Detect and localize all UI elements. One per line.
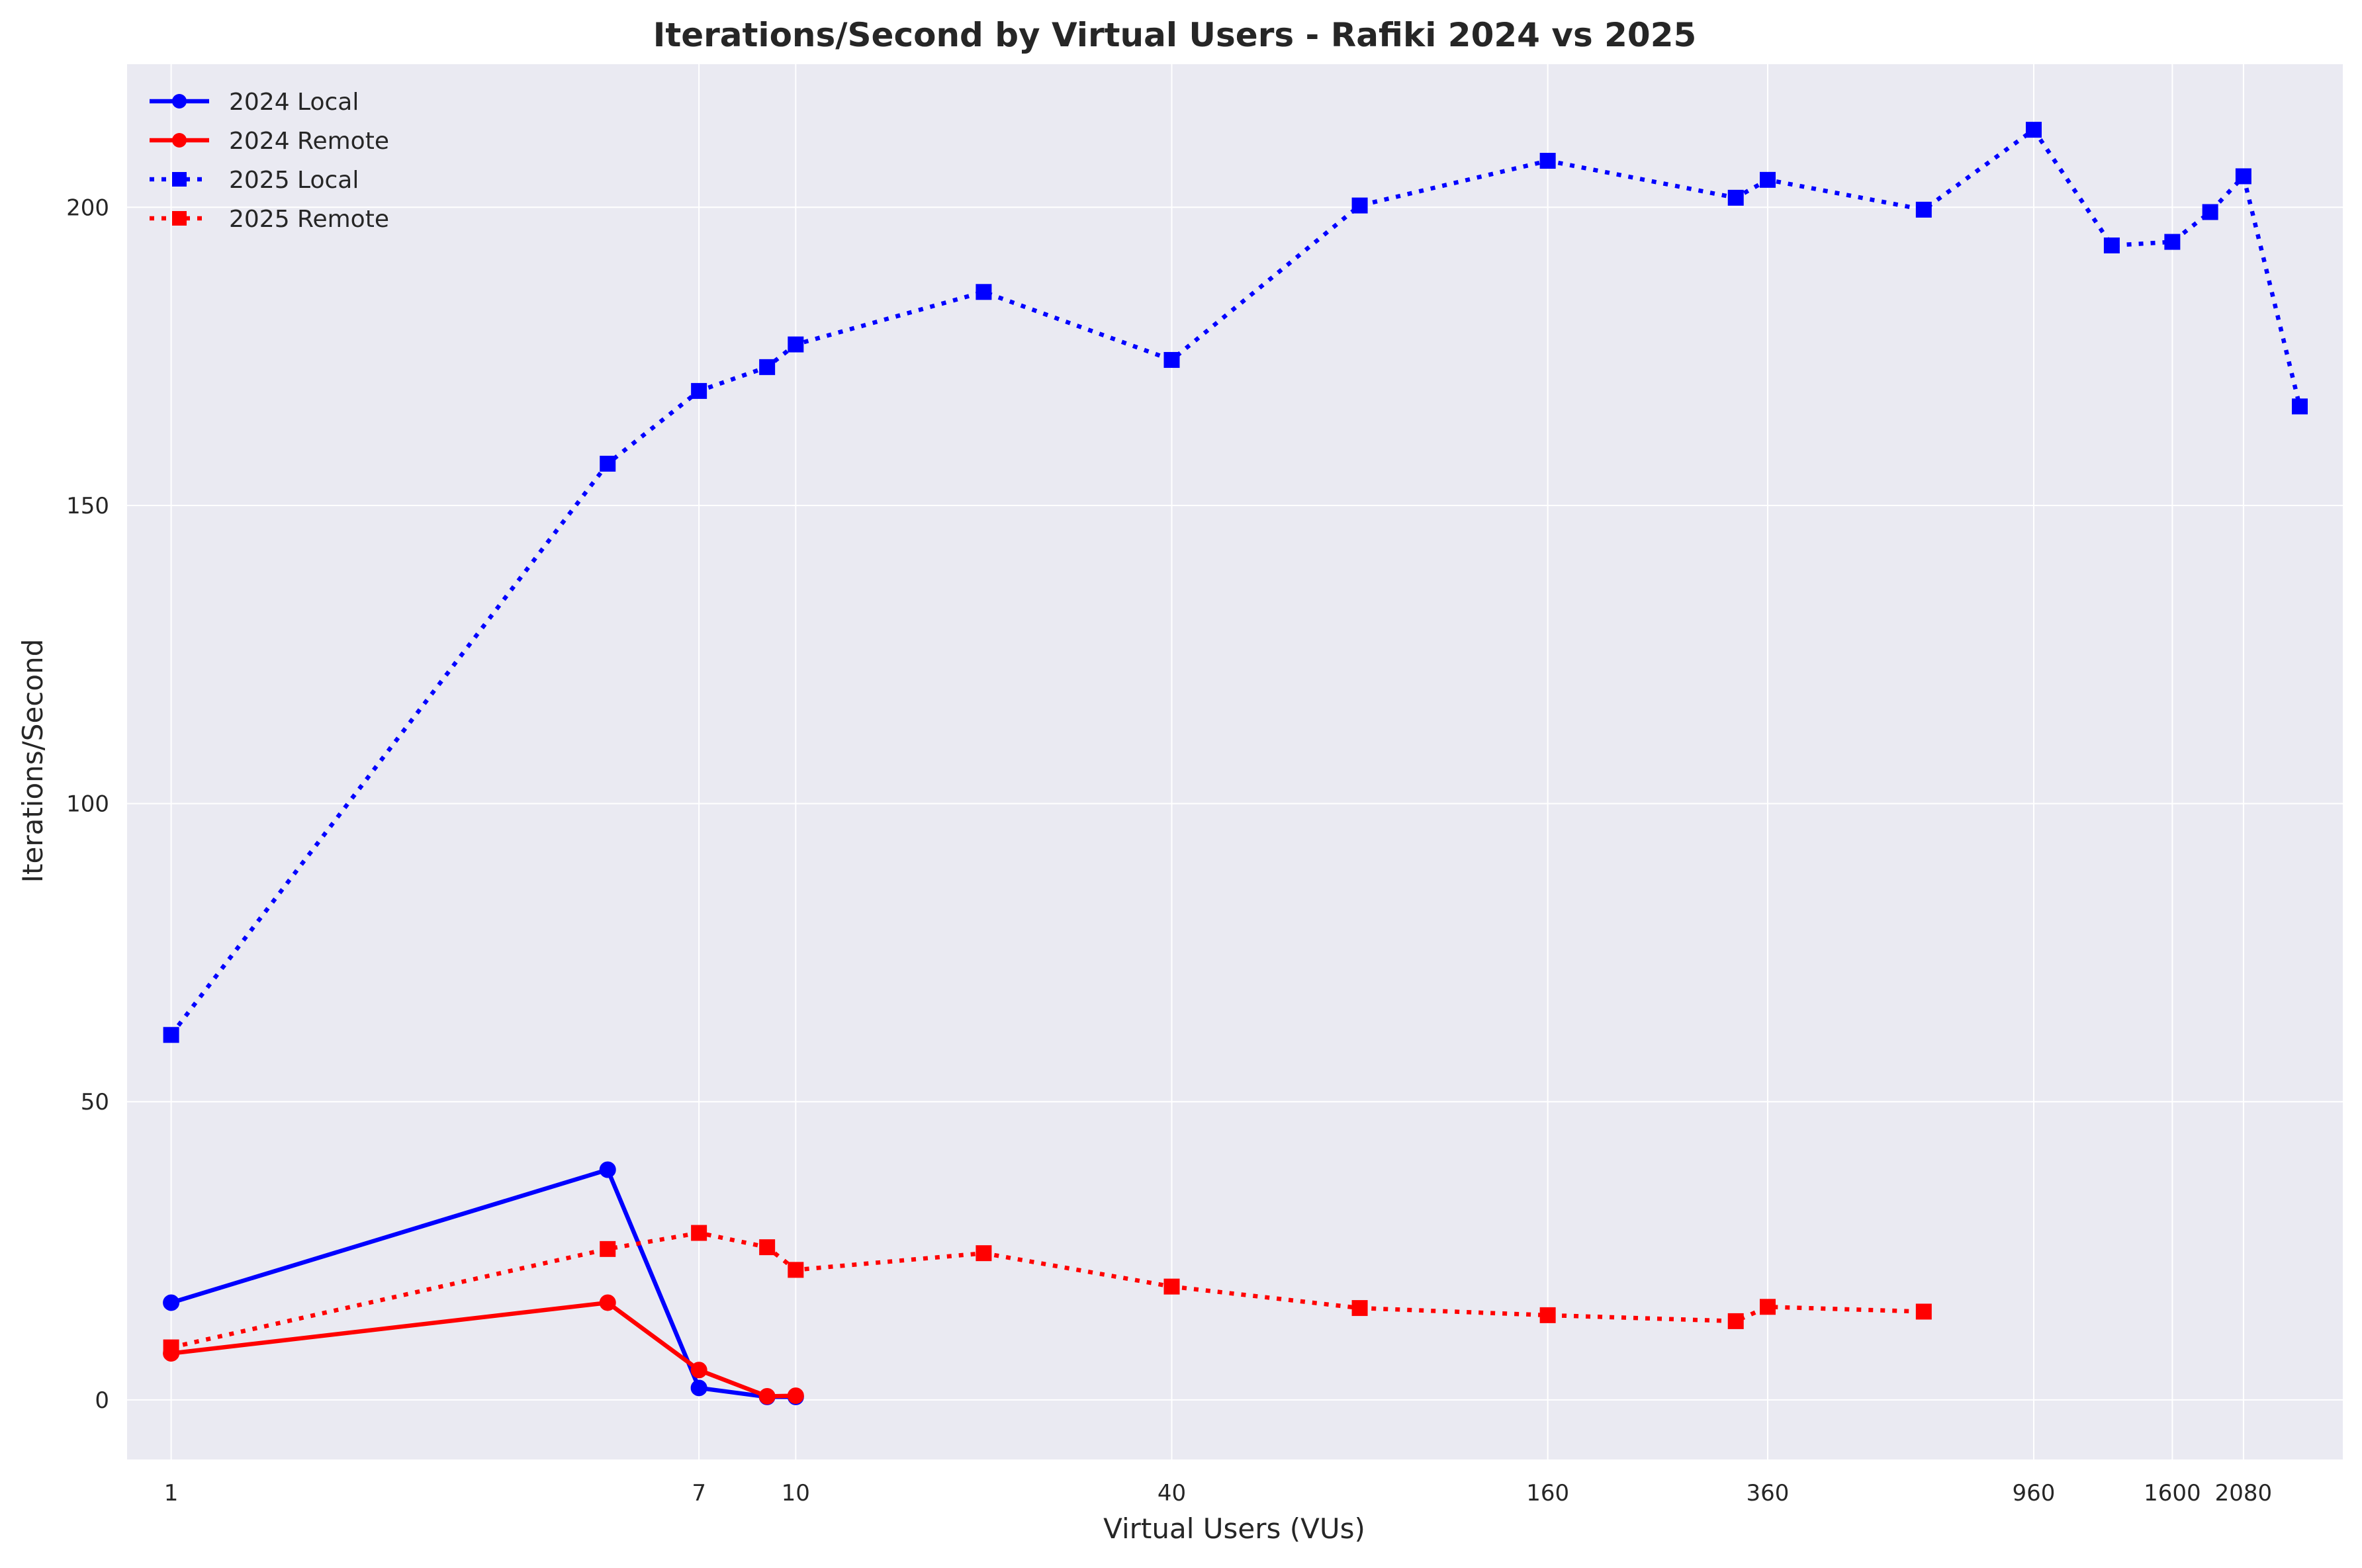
data-point xyxy=(163,1294,180,1311)
data-point xyxy=(976,1245,992,1262)
x-tick-label: 160 xyxy=(1526,1480,1569,1506)
x-tick-label: 960 xyxy=(2013,1480,2056,1506)
y-tick-label: 100 xyxy=(66,791,109,818)
data-point xyxy=(600,1241,616,1257)
legend-label: 2024 Remote xyxy=(229,128,389,155)
series-line-2025-local xyxy=(169,127,2302,1037)
legend-entry-2025-local: 2025 Local xyxy=(150,167,359,194)
data-point xyxy=(1163,1278,1180,1295)
x-tick-label: 7 xyxy=(692,1480,706,1506)
series-2025-local xyxy=(163,122,2308,1043)
x-tick-label: 1600 xyxy=(2144,1480,2201,1506)
data-point xyxy=(163,1339,179,1356)
data-point xyxy=(1915,201,1932,218)
data-point xyxy=(2202,204,2218,220)
data-point xyxy=(759,1239,776,1256)
x-axis-label: Virtual Users (VUs) xyxy=(1103,1512,1365,1545)
x-tick-label: 360 xyxy=(1747,1480,1790,1506)
data-point xyxy=(163,1027,179,1043)
legend-marker xyxy=(172,133,187,148)
data-point xyxy=(1727,189,1744,206)
data-point xyxy=(2103,237,2120,253)
data-point xyxy=(2164,234,2181,250)
x-tick-label: 1 xyxy=(164,1480,179,1506)
data-point xyxy=(1915,1303,1932,1320)
y-axis-label: Iterations/Second xyxy=(17,639,49,883)
data-point xyxy=(788,1262,804,1278)
y-tick-label: 200 xyxy=(66,195,109,221)
legend-marker xyxy=(172,172,187,187)
data-point xyxy=(1539,153,1556,169)
data-point xyxy=(1539,1307,1556,1323)
y-tick-label: 150 xyxy=(66,493,109,519)
legend-label: 2025 Local xyxy=(229,167,359,194)
data-point xyxy=(759,359,776,375)
data-point xyxy=(599,1161,616,1178)
series-2024-remote xyxy=(163,1294,804,1405)
data-point xyxy=(691,382,707,399)
series-2025-remote xyxy=(163,1225,1932,1356)
legend-label: 2025 Remote xyxy=(229,206,389,233)
plot-area xyxy=(127,64,2343,1459)
legend-entry-2025-remote: 2025 Remote xyxy=(150,206,389,233)
legend-label: 2024 Local xyxy=(229,89,359,116)
data-point xyxy=(788,336,804,353)
legend-marker xyxy=(172,94,187,109)
data-point xyxy=(1163,352,1180,369)
data-point xyxy=(1760,1299,1776,1315)
x-tick-label: 40 xyxy=(1158,1480,1186,1506)
y-tick-label: 0 xyxy=(95,1387,109,1414)
data-point xyxy=(758,1387,776,1405)
data-point xyxy=(2235,168,2251,185)
legend-entry-2024-remote: 2024 Remote xyxy=(150,128,389,155)
legend: 2024 Local 2024 Remote 2025 Local 2025 Remo… xyxy=(150,89,389,233)
chart-title: Iterations/Second by Virtual Users - Raf… xyxy=(653,16,1697,54)
data-point xyxy=(1351,1300,1368,1317)
data-point xyxy=(1727,1313,1744,1329)
legend-marker xyxy=(172,211,187,226)
data-point xyxy=(976,284,992,300)
data-point xyxy=(690,1362,707,1379)
y-tick-label: 50 xyxy=(81,1089,109,1115)
x-tick-label: 10 xyxy=(782,1480,810,1506)
data-point xyxy=(691,1225,707,1241)
data-point xyxy=(787,1387,804,1405)
x-tick-label: 2080 xyxy=(2215,1480,2273,1506)
data-point xyxy=(1351,197,1368,214)
data-point xyxy=(1760,171,1776,188)
data-point xyxy=(600,455,616,472)
series-layer xyxy=(163,122,2308,1405)
tick-labels: 1 7 10 40 160 360 960 1600 2080 0 50 100 150 200 xyxy=(66,195,2272,1506)
data-point xyxy=(599,1294,616,1311)
data-point xyxy=(2291,398,2308,415)
legend-entry-2024-local: 2024 Local xyxy=(150,89,359,116)
grid-lines xyxy=(127,64,2343,1459)
data-point xyxy=(690,1379,707,1397)
data-point xyxy=(2026,122,2042,138)
